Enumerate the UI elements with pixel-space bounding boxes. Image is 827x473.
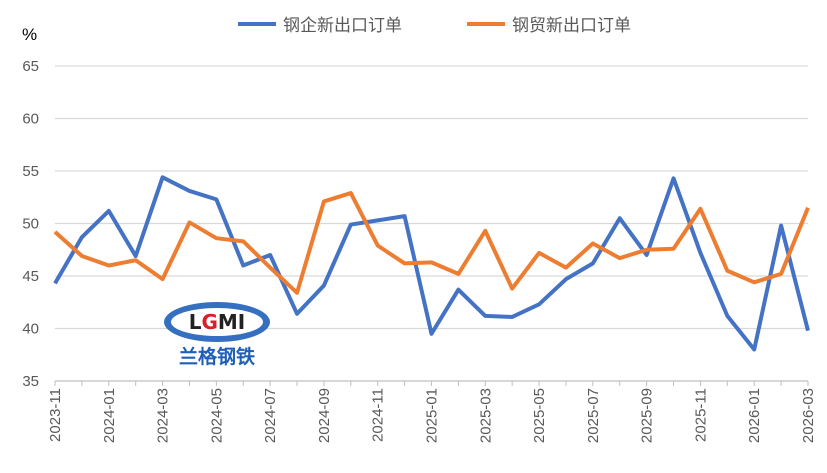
x-tick-label: 2026-03 [800,388,817,443]
x-tick-label: 2024-07 [262,388,279,443]
y-tick-label: 60 [22,111,39,128]
x-tick-label: 2024-01 [101,388,118,443]
x-tick-label: 2026-01 [746,388,763,443]
legend-label-series-1: 钢企新出口订单 [283,16,402,36]
x-tick-label: 2024-11 [370,388,387,442]
lgmi-logo-watermark: LGMI 兰格钢铁 [164,302,270,368]
svg-text:兰格钢铁: 兰格钢铁 [179,345,255,368]
y-tick-label: 40 [22,321,39,338]
y-tick-label: 35 [22,373,39,390]
x-tick-label: 2025-01 [424,388,441,443]
x-tick-label: 2025-03 [477,388,494,443]
y-tick-label: 45 [22,268,39,285]
x-tick-label: 2024-03 [155,388,172,443]
x-tick-label: 2025-07 [585,388,602,443]
x-tick-label: 2024-09 [316,388,333,443]
svg-text:LGMI: LGMI [189,310,246,334]
x-tick-label: 2023-11 [47,388,64,442]
x-tick-label: 2024-05 [208,388,225,443]
y-tick-label: 55 [22,163,39,180]
x-tick-label: 2025-05 [531,388,548,443]
y-tick-label: 50 [22,216,39,233]
y-tick-label: 65 [22,58,39,75]
x-tick-label: 2025-09 [639,388,656,443]
legend: 钢企新出口订单 钢贸新出口订单 [238,16,631,36]
legend-label-series-2: 钢贸新出口订单 [512,16,631,36]
x-tick-label: 2025-11 [692,388,709,442]
y-axis-unit: % [22,25,37,44]
